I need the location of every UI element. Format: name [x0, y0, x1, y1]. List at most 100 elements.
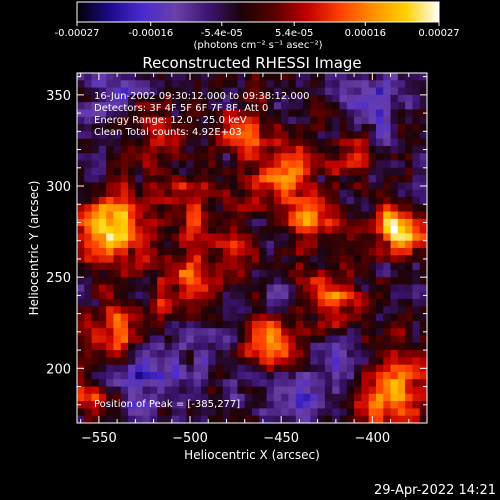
heatmap-cell: [412, 73, 421, 81]
heatmap-cell: [208, 320, 216, 329]
heatmap-cell: [303, 371, 311, 380]
heatmap-cell: [281, 291, 289, 300]
heatmap-cell: [361, 87, 370, 96]
heatmap-cell: [346, 102, 355, 110]
heatmap-cell: [412, 175, 421, 183]
heatmap-cell: [375, 335, 384, 344]
heatmap-cell: [222, 145, 231, 154]
heatmap-cell: [252, 299, 260, 307]
heatmap-cell: [128, 350, 136, 358]
heatmap-cell: [157, 167, 165, 176]
heatmap-cell: [266, 124, 275, 132]
heatmap-cell: [346, 415, 355, 423]
heatmap-cell: [106, 269, 114, 278]
heatmap-cell: [113, 313, 122, 322]
heatmap-cell: [310, 182, 319, 191]
heatmap-cell: [339, 175, 348, 183]
heatmap-cell: [259, 182, 267, 191]
heatmap-cell: [332, 102, 340, 110]
heatmap-cell: [405, 182, 413, 191]
heatmap-cell: [120, 255, 129, 263]
heatmap-cell: [252, 291, 260, 300]
heatmap-cell: [412, 160, 421, 169]
heatmap-cell: [375, 262, 384, 271]
heatmap-cell: [317, 291, 326, 300]
heatmap-cell: [273, 328, 282, 336]
heatmap-cell: [375, 211, 384, 220]
heatmap-cell: [324, 284, 333, 293]
heatmap-cell: [354, 116, 362, 125]
heatmap-cell: [252, 167, 260, 176]
heatmap-cell: [171, 211, 180, 220]
heatmap-cell: [186, 153, 195, 161]
heatmap-cell: [142, 138, 151, 147]
heatmap-cell: [193, 145, 202, 154]
heatmap-cell: [193, 94, 202, 103]
heatmap-cell: [120, 386, 129, 395]
heatmap-cell: [310, 80, 319, 88]
heatmap-cell: [368, 138, 377, 147]
heatmap-cell: [383, 328, 391, 336]
heatmap-cell: [179, 357, 187, 366]
heatmap-cell: [171, 335, 180, 344]
heatmap-cell: [113, 102, 122, 110]
heatmap-cell: [375, 196, 384, 205]
heatmap-cell: [208, 291, 216, 300]
heatmap-cell: [237, 291, 246, 300]
heatmap-cell: [281, 196, 289, 205]
heatmap-cell: [339, 116, 348, 125]
heatmap-cell: [397, 167, 406, 176]
heatmap-cell: [375, 364, 384, 373]
heatmap-cell: [200, 291, 209, 300]
heatmap-cell: [128, 393, 136, 402]
heatmap-cell: [84, 255, 92, 263]
heatmap-cell: [149, 102, 158, 110]
heatmap-cell: [91, 167, 100, 176]
heatmap-cell: [273, 211, 282, 220]
heatmap-cell: [295, 299, 304, 307]
heatmap-cell: [419, 335, 427, 344]
heatmap-cell: [339, 226, 348, 234]
heatmap-cell: [208, 226, 216, 234]
heatmap-cell: [288, 320, 297, 329]
heatmap-cell: [91, 138, 100, 147]
heatmap-cell: [106, 284, 114, 293]
heatmap-cell: [419, 196, 427, 205]
heatmap-cell: [288, 371, 297, 380]
heatmap-cell: [77, 189, 85, 198]
heatmap-cell: [419, 189, 427, 198]
heatmap-cell: [383, 335, 391, 344]
heatmap-cell: [120, 167, 129, 176]
heatmap-cell: [222, 357, 231, 366]
heatmap-cell: [346, 328, 355, 336]
heatmap-cell: [412, 371, 421, 380]
heatmap-cell: [310, 145, 319, 154]
heatmap-cell: [339, 109, 348, 118]
heatmap-cell: [106, 124, 114, 132]
heatmap-cell: [135, 313, 144, 322]
heatmap-cell: [128, 371, 136, 380]
heatmap-cell: [259, 87, 267, 96]
heatmap-cell: [281, 175, 289, 183]
heatmap-cell: [273, 255, 282, 263]
heatmap-cell: [142, 102, 151, 110]
heatmap-cell: [324, 350, 333, 358]
heatmap-cell: [383, 284, 391, 293]
heatmap-cell: [324, 240, 333, 249]
heatmap-cell: [222, 160, 231, 169]
heatmap-cell: [390, 335, 399, 344]
heatmap-cell: [375, 306, 384, 315]
heatmap-cell: [244, 248, 253, 256]
heatmap-cell: [244, 408, 253, 417]
heatmap-cell: [281, 335, 289, 344]
heatmap-cell: [77, 306, 85, 315]
heatmap-cell: [339, 255, 348, 263]
heatmap-cell: [266, 196, 275, 205]
heatmap-cell: [346, 306, 355, 315]
heatmap-cell: [179, 87, 187, 96]
heatmap-cell: [113, 306, 122, 315]
heatmap-cell: [324, 269, 333, 278]
heatmap-cell: [419, 306, 427, 315]
heatmap-cell: [149, 284, 158, 293]
heatmap-cell: [222, 175, 231, 183]
